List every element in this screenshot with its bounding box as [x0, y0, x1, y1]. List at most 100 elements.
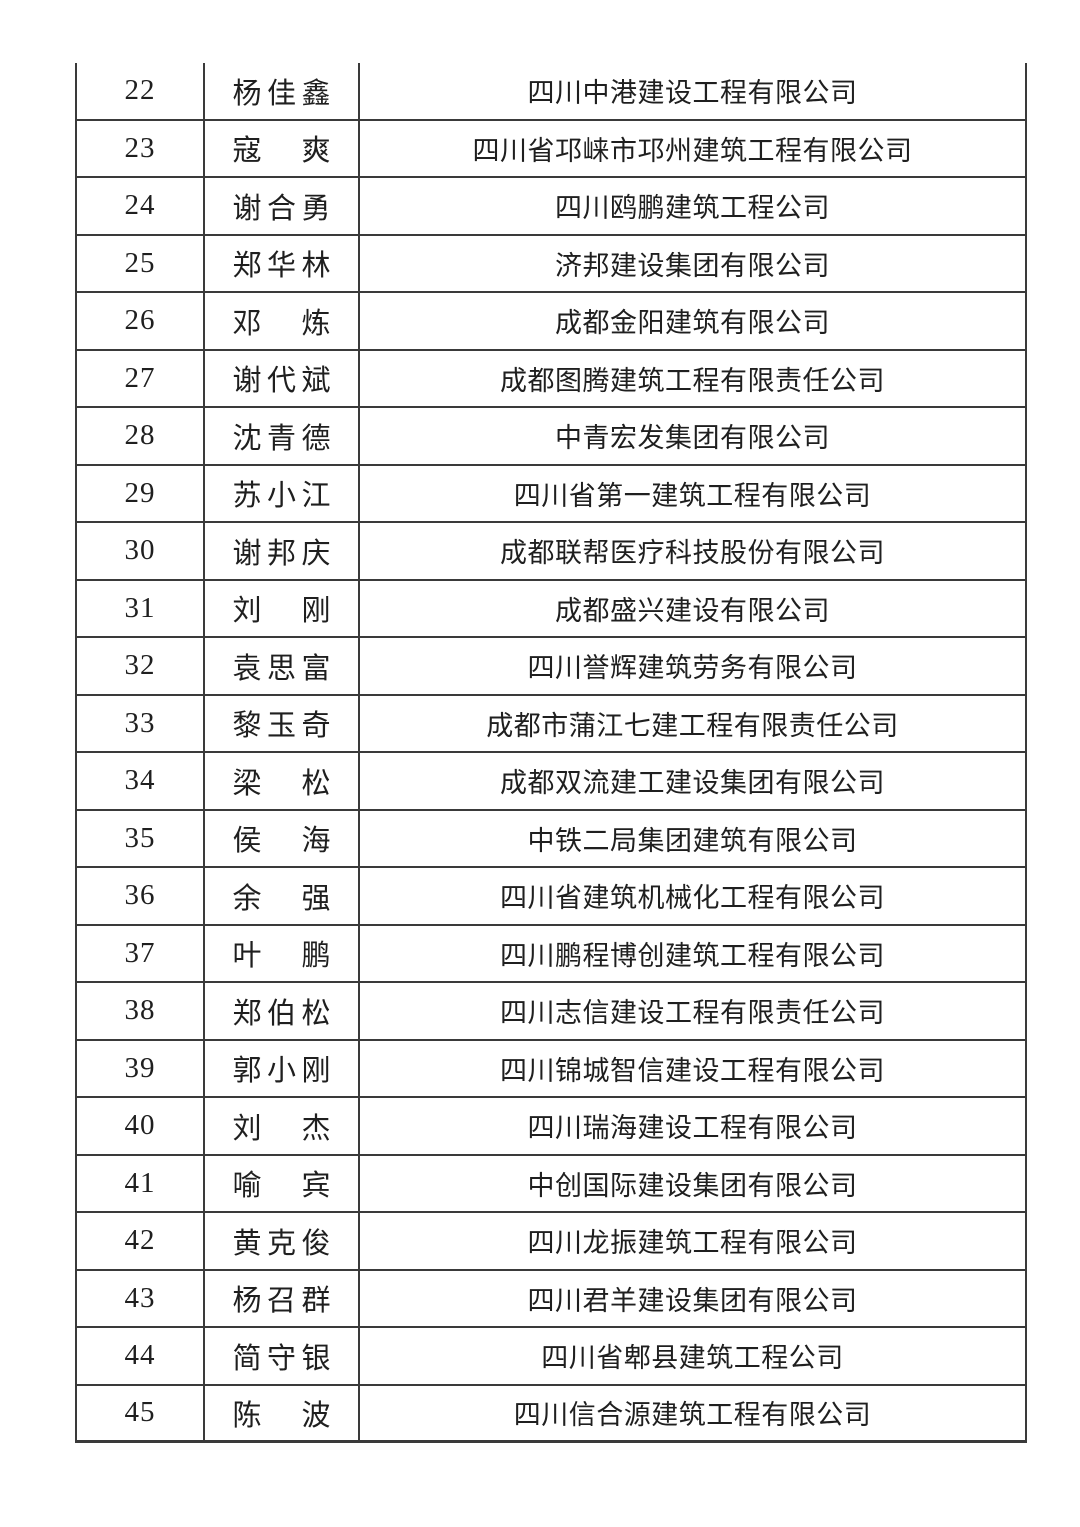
row-number-cell: 24 — [75, 178, 205, 234]
company-name-cell: 四川龙振建筑工程有限公司 — [360, 1213, 1027, 1269]
company-name-cell: 四川鸥鹏建筑工程公司 — [360, 178, 1027, 234]
row-number-cell: 30 — [75, 523, 205, 579]
table-row: 42 黄克俊 四川龙振建筑工程有限公司 — [75, 1213, 1027, 1271]
person-name-cell: 苏小江 — [205, 465, 360, 521]
row-number-cell: 35 — [75, 810, 205, 866]
company-name-cell: 中青宏发集团有限公司 — [360, 408, 1027, 464]
person-name-cell: 寇 爽 — [205, 120, 360, 176]
person-name-text: 梁 松 — [232, 767, 331, 800]
row-number-cell: 29 — [75, 465, 205, 521]
row-number-cell: 38 — [75, 983, 205, 1039]
person-name-text: 杨佳鑫 — [232, 77, 331, 110]
row-number-cell: 41 — [75, 1155, 205, 1211]
table-row: 32 袁思富 四川誉辉建筑劳务有限公司 — [75, 638, 1027, 696]
table-row: 29 苏小江 四川省第一建筑工程有限公司 — [75, 465, 1027, 523]
table-row: 23 寇 爽四川省邛崃市邛州建筑工程有限公司 — [75, 120, 1027, 178]
company-name-cell: 四川信合源建筑工程有限公司 — [360, 1385, 1027, 1440]
row-number-cell: 28 — [75, 408, 205, 464]
table-row: 39 郭小刚 四川锦城智信建设工程有限公司 — [75, 1040, 1027, 1098]
table-row: 25 郑华林 济邦建设集团有限公司 — [75, 235, 1027, 293]
person-name-text: 袁思富 — [232, 652, 331, 685]
table-row: 26 邓 炼成都金阳建筑有限公司 — [75, 293, 1027, 351]
person-name-text: 苏小江 — [232, 480, 331, 513]
person-name-text: 喻 宾 — [232, 1170, 331, 1203]
company-name-cell: 成都市蒲江七建工程有限责任公司 — [360, 695, 1027, 751]
person-name-cell: 谢邦庆 — [205, 523, 360, 579]
table-row: 24 谢合勇 四川鸥鹏建筑工程公司 — [75, 178, 1027, 236]
company-name-cell: 成都双流建工建设集团有限公司 — [360, 753, 1027, 809]
person-name-cell: 杨佳鑫 — [205, 63, 360, 119]
person-name-text: 谢代斌 — [232, 365, 331, 398]
row-number-cell: 40 — [75, 1098, 205, 1154]
table-row: 37 叶 鹏四川鹏程博创建筑工程有限公司 — [75, 925, 1027, 983]
table-row: 22 杨佳鑫 四川中港建设工程有限公司 — [75, 63, 1027, 121]
company-name-cell: 四川中港建设工程有限公司 — [360, 63, 1027, 119]
person-name-text: 刘 杰 — [232, 1112, 331, 1145]
company-name-cell: 四川君羊建设集团有限公司 — [360, 1270, 1027, 1326]
row-number-cell: 43 — [75, 1270, 205, 1326]
person-name-text: 叶 鹏 — [232, 940, 331, 973]
table-row: 35 侯 海中铁二局集团建筑有限公司 — [75, 810, 1027, 868]
row-number-cell: 37 — [75, 925, 205, 981]
table-row: 38 郑伯松 四川志信建设工程有限责任公司 — [75, 983, 1027, 1041]
person-name-text: 陈 波 — [232, 1399, 331, 1432]
table-row: 28 沈青德 中青宏发集团有限公司 — [75, 408, 1027, 466]
person-name-cell: 简守银 — [205, 1328, 360, 1384]
person-name-text: 郭小刚 — [232, 1055, 331, 1088]
person-name-cell: 谢合勇 — [205, 178, 360, 234]
person-name-cell: 黎玉奇 — [205, 695, 360, 751]
company-name-cell: 成都图腾建筑工程有限责任公司 — [360, 350, 1027, 406]
person-name-cell: 梁 松 — [205, 753, 360, 809]
person-name-cell: 侯 海 — [205, 810, 360, 866]
company-name-cell: 济邦建设集团有限公司 — [360, 235, 1027, 291]
table-row: 31 刘 刚成都盛兴建设有限公司 — [75, 580, 1027, 638]
person-name-text: 黎玉奇 — [232, 710, 331, 743]
person-name-cell: 黄克俊 — [205, 1213, 360, 1269]
company-name-cell: 成都金阳建筑有限公司 — [360, 293, 1027, 349]
company-name-cell: 成都联帮医疗科技股份有限公司 — [360, 523, 1027, 579]
person-name-cell: 叶 鹏 — [205, 925, 360, 981]
person-name-text: 杨召群 — [232, 1285, 331, 1318]
person-name-cell: 郑伯松 — [205, 983, 360, 1039]
person-name-cell: 邓 炼 — [205, 293, 360, 349]
table-row: 34 梁 松成都双流建工建设集团有限公司 — [75, 753, 1027, 811]
row-number-cell: 34 — [75, 753, 205, 809]
person-name-cell: 喻 宾 — [205, 1155, 360, 1211]
table-row: 36 余 强四川省建筑机械化工程有限公司 — [75, 868, 1027, 926]
person-name-cell: 谢代斌 — [205, 350, 360, 406]
person-name-cell: 沈青德 — [205, 408, 360, 464]
roster-table: 22 杨佳鑫 四川中港建设工程有限公司 23 寇 爽四川省邛崃市邛州建筑工程有限公司 24… — [75, 63, 1027, 1443]
row-number-cell: 23 — [75, 120, 205, 176]
person-name-text: 沈青德 — [232, 422, 331, 455]
person-name-cell: 刘 刚 — [205, 580, 360, 636]
person-name-text: 谢邦庆 — [232, 537, 331, 570]
row-number-cell: 31 — [75, 580, 205, 636]
row-number-cell: 32 — [75, 638, 205, 694]
company-name-cell: 中铁二局集团建筑有限公司 — [360, 810, 1027, 866]
row-number-cell: 22 — [75, 63, 205, 119]
person-name-text: 谢合勇 — [232, 192, 331, 225]
table-row: 30 谢邦庆 成都联帮医疗科技股份有限公司 — [75, 523, 1027, 581]
company-name-cell: 四川省邛崃市邛州建筑工程有限公司 — [360, 120, 1027, 176]
table-row: 33 黎玉奇 成都市蒲江七建工程有限责任公司 — [75, 695, 1027, 753]
table-row: 45 陈 波四川信合源建筑工程有限公司 — [75, 1385, 1027, 1443]
row-number-cell: 25 — [75, 235, 205, 291]
row-number-cell: 42 — [75, 1213, 205, 1269]
company-name-cell: 四川瑞海建设工程有限公司 — [360, 1098, 1027, 1154]
company-name-cell: 四川锦城智信建设工程有限公司 — [360, 1040, 1027, 1096]
row-number-cell: 36 — [75, 868, 205, 924]
person-name-cell: 余 强 — [205, 868, 360, 924]
company-name-cell: 四川誉辉建筑劳务有限公司 — [360, 638, 1027, 694]
person-name-cell: 郑华林 — [205, 235, 360, 291]
person-name-cell: 袁思富 — [205, 638, 360, 694]
table-row: 27 谢代斌 成都图腾建筑工程有限责任公司 — [75, 350, 1027, 408]
person-name-text: 郑华林 — [232, 250, 331, 283]
company-name-cell: 四川鹏程博创建筑工程有限公司 — [360, 925, 1027, 981]
row-number-cell: 33 — [75, 695, 205, 751]
person-name-cell: 刘 杰 — [205, 1098, 360, 1154]
row-number-cell: 45 — [75, 1385, 205, 1440]
table-row: 40 刘 杰四川瑞海建设工程有限公司 — [75, 1098, 1027, 1156]
company-name-cell: 四川省郫县建筑工程公司 — [360, 1328, 1027, 1384]
row-number-cell: 27 — [75, 350, 205, 406]
